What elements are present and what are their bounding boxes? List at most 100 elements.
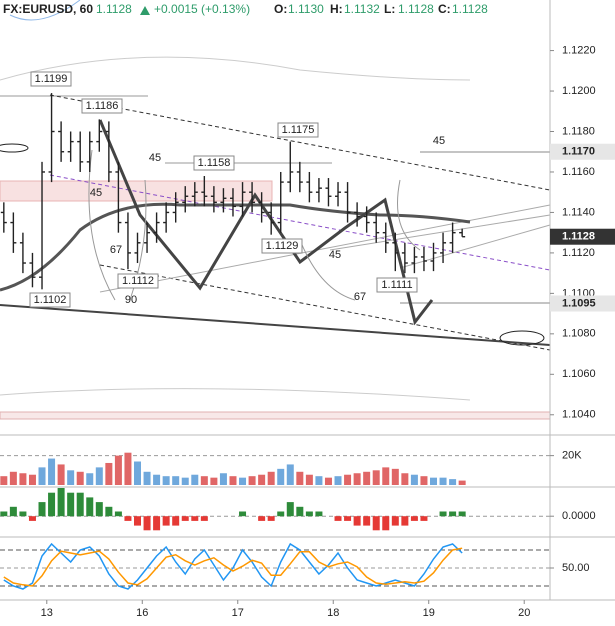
x-tick-label: 20	[518, 607, 530, 619]
bar	[382, 467, 390, 485]
y-tick-label: 1.1140	[562, 206, 595, 218]
bar	[191, 474, 199, 485]
bar	[95, 467, 103, 485]
fib-label: 67	[110, 244, 122, 256]
y-tick-label: 1.1040	[562, 409, 596, 421]
price-label-box	[81, 98, 123, 114]
bar	[48, 458, 56, 485]
bar	[0, 476, 8, 485]
price-marker	[550, 228, 615, 245]
bar	[420, 476, 428, 485]
panel-frames	[0, 0, 615, 601]
fan-line	[99, 204, 551, 293]
bar	[248, 476, 256, 485]
channel-line	[49, 174, 551, 271]
bar	[200, 476, 208, 485]
price-label-box	[117, 273, 159, 289]
bar	[134, 461, 141, 485]
trend-line	[0, 304, 551, 346]
ohlc-label: L:	[384, 2, 395, 16]
fib-label: 90	[125, 294, 137, 306]
up-arrow	[140, 6, 150, 15]
price-label: 1.1175	[282, 124, 315, 136]
price-label-box	[29, 292, 71, 308]
band-line	[0, 56, 471, 81]
ohlc-value: 1.1128	[452, 2, 488, 16]
x-tick-label: 13	[41, 607, 53, 619]
price-marker	[550, 295, 615, 312]
price-label-box	[277, 122, 319, 138]
bar	[153, 474, 161, 485]
bar	[38, 502, 46, 517]
price-label: 1.1112	[122, 275, 154, 287]
bar	[67, 492, 75, 517]
ohlc-value: 1.1132	[344, 2, 380, 16]
bar	[439, 511, 447, 517]
bar	[124, 452, 132, 485]
bar	[315, 476, 323, 485]
bar	[372, 470, 380, 485]
bar	[363, 516, 371, 526]
bar	[410, 474, 418, 485]
bar	[219, 473, 227, 485]
y-tick-label: 0.0000	[562, 510, 596, 522]
price-marker	[550, 143, 615, 160]
price-label-box	[376, 277, 418, 293]
price-label-box	[193, 155, 235, 171]
bar	[430, 477, 438, 485]
bar	[28, 474, 36, 485]
ohlc-label: C:	[438, 2, 451, 16]
y-tick-label: 1.1200	[562, 85, 596, 97]
bar	[277, 511, 285, 517]
bar	[391, 516, 399, 526]
bar	[28, 516, 36, 521]
band-line	[9, 0, 81, 21]
price-label: 1.1199	[35, 73, 68, 85]
bar	[449, 511, 457, 517]
bar	[305, 474, 313, 485]
bar	[76, 492, 84, 517]
bar	[86, 473, 94, 485]
fib-label: 67	[354, 291, 366, 303]
bar	[105, 462, 113, 485]
bar	[239, 511, 247, 517]
y-tick-label: 1.1220	[562, 44, 596, 56]
bar	[143, 471, 151, 485]
zone	[0, 411, 551, 420]
bar	[258, 516, 266, 521]
bar	[344, 516, 352, 521]
fib-label: 45	[329, 249, 341, 261]
bar	[114, 455, 122, 485]
bar	[401, 516, 409, 526]
bar	[162, 516, 170, 526]
price-label: 1.1129	[266, 240, 299, 252]
bar	[344, 474, 352, 485]
price-label: 1.1158	[198, 157, 231, 169]
fib-arc	[397, 179, 421, 251]
x-tick-label: 18	[327, 607, 339, 619]
bar	[391, 468, 399, 485]
bar	[353, 516, 361, 526]
bar	[200, 516, 208, 521]
y-tick-label: 1.1080	[562, 328, 596, 340]
bar	[286, 464, 294, 485]
fan-line	[329, 214, 551, 251]
price-label: 1.1111	[381, 279, 412, 291]
y-tick-label: 20K	[562, 450, 582, 462]
bar	[181, 516, 189, 521]
bar	[57, 464, 65, 485]
price-label-box	[261, 238, 303, 254]
channel-line	[99, 264, 551, 351]
bar	[172, 516, 180, 526]
bar	[0, 511, 8, 517]
y-tick-label: 1.1120	[562, 247, 595, 259]
bar	[76, 471, 84, 485]
bar	[124, 516, 132, 521]
bar	[315, 511, 323, 517]
bar	[57, 488, 65, 517]
ohlc-value: 1.1130	[288, 2, 324, 16]
price-marker-label: 1.1128	[562, 231, 595, 243]
change: +0.0015 (+0.13%)	[154, 2, 250, 16]
